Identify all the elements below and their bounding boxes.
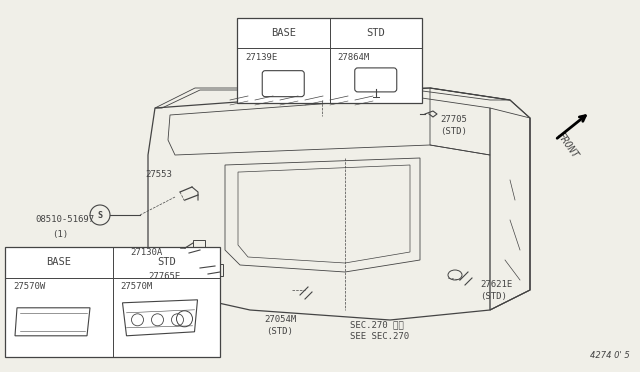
Text: BASE: BASE [46, 257, 71, 267]
Text: 27553: 27553 [145, 170, 172, 179]
Text: 27621E: 27621E [480, 280, 512, 289]
Text: 27570M: 27570M [120, 282, 153, 291]
Bar [193, 240, 205, 254]
Text: SEC.270 参照: SEC.270 参照 [350, 320, 404, 329]
Text: 27765E: 27765E [148, 272, 180, 281]
Text: SEE SEC.270: SEE SEC.270 [350, 332, 409, 341]
Text: (1): (1) [52, 230, 68, 239]
Text: 08510-51697: 08510-51697 [35, 215, 94, 224]
Text: 27130A: 27130A [130, 248, 163, 257]
Text: STD: STD [157, 257, 175, 267]
Text: (STD): (STD) [440, 127, 467, 136]
Text: 27705: 27705 [440, 115, 467, 124]
Text: FRONT: FRONT [555, 130, 580, 160]
Text: (STD): (STD) [267, 327, 293, 336]
Text: S: S [97, 211, 102, 219]
Bar [213, 264, 223, 276]
Bar [5, 247, 220, 357]
Text: 27054M: 27054M [264, 315, 296, 324]
Text: 27139E: 27139E [245, 53, 277, 62]
Text: (STD): (STD) [480, 292, 507, 301]
Text: STD: STD [366, 28, 385, 38]
Text: 4274 0' 5: 4274 0' 5 [590, 351, 630, 360]
Text: BASE: BASE [271, 28, 296, 38]
Text: 27864M: 27864M [337, 53, 370, 62]
Bar [237, 18, 422, 103]
Text: 27570W: 27570W [13, 282, 45, 291]
